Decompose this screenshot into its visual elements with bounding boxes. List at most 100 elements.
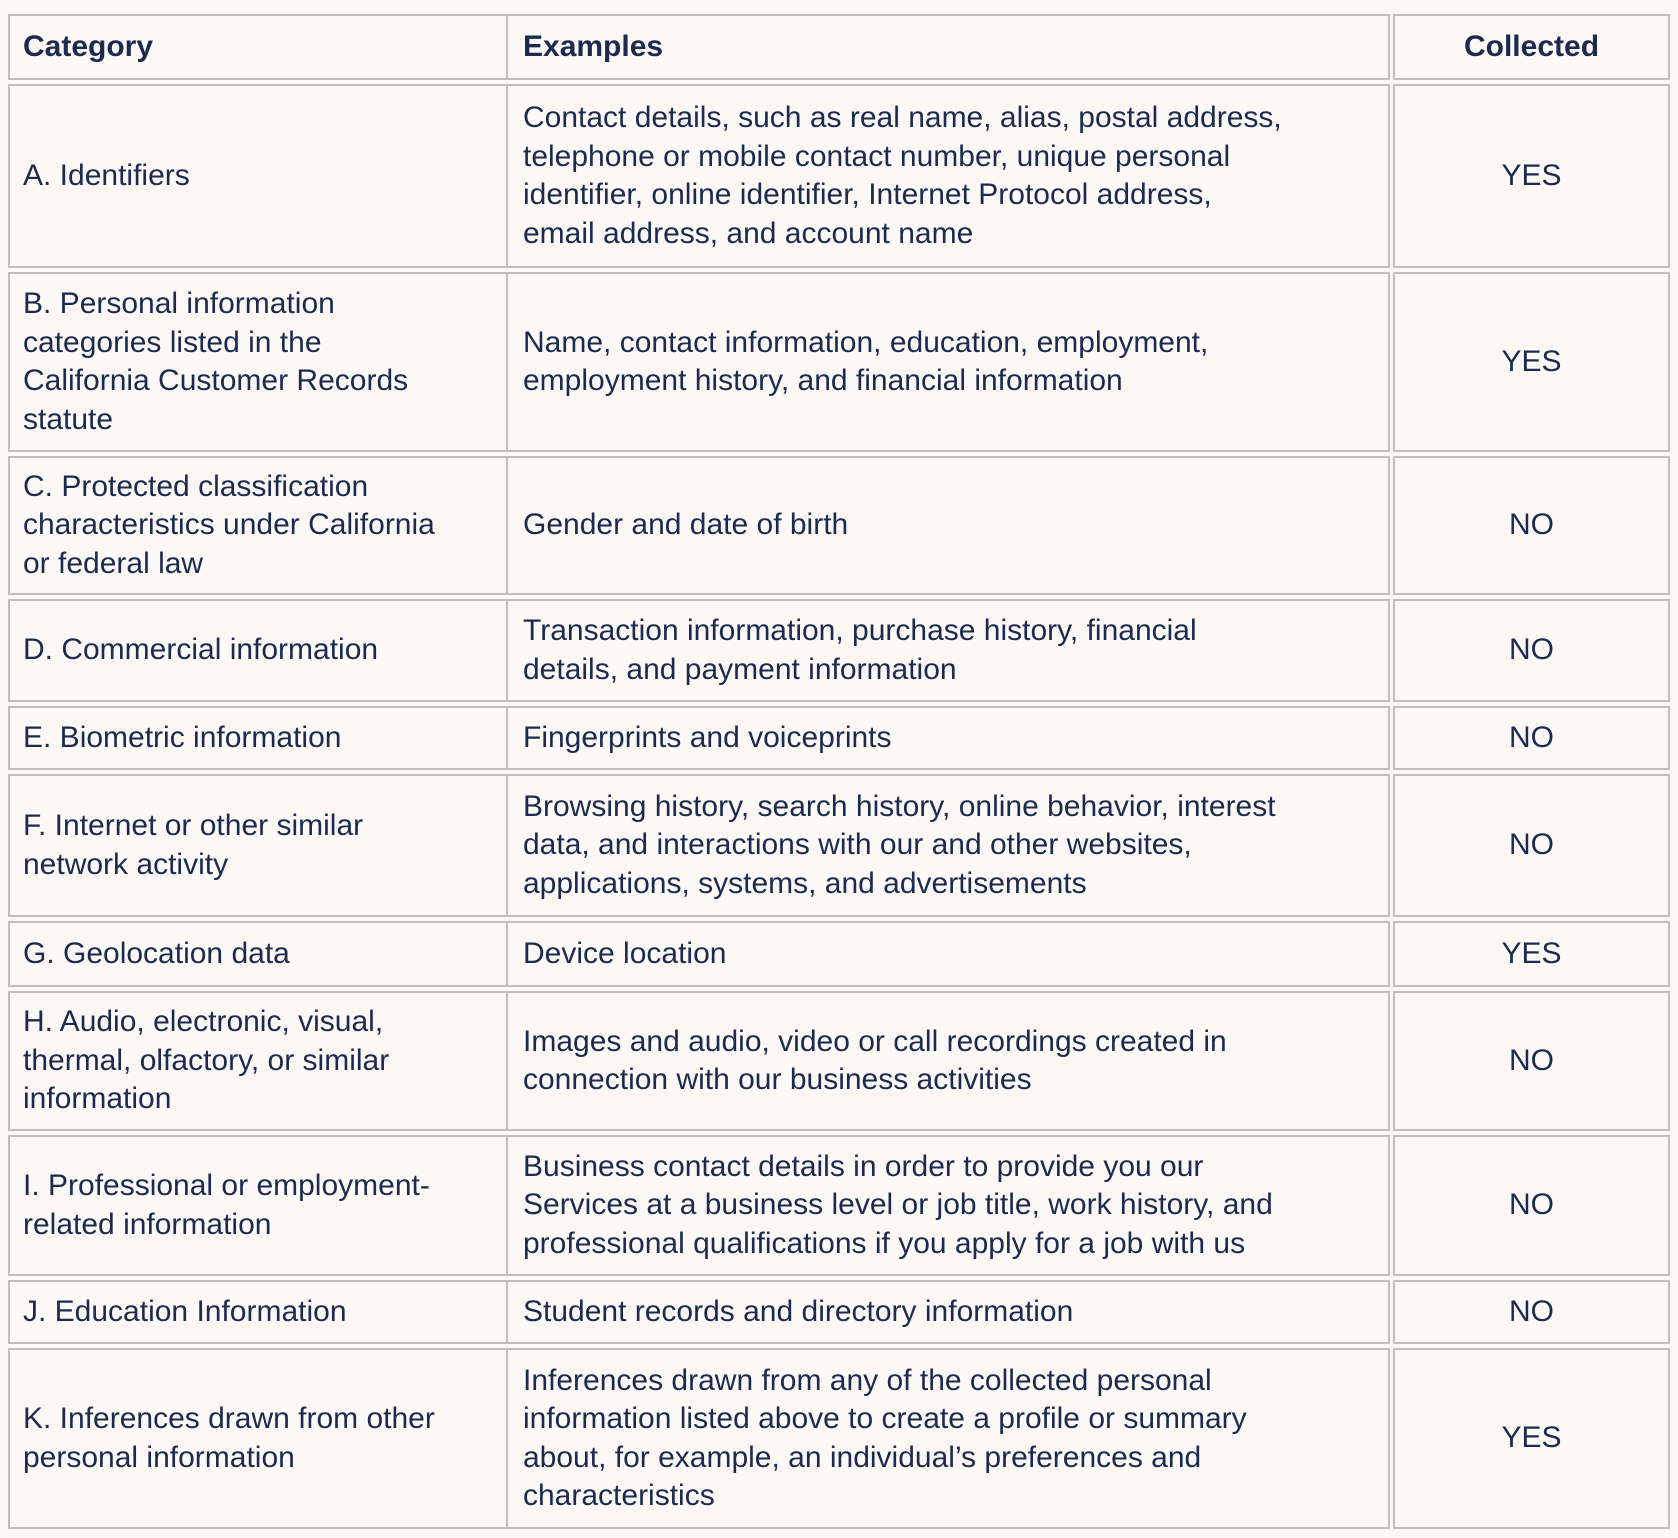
- table-row: G. Geolocation data Device location YES: [8, 921, 1670, 987]
- examples-cell: Business contact details in order to pro…: [506, 1135, 1390, 1276]
- personal-information-categories-table: Category Examples Collected A. Identifie…: [8, 14, 1670, 1533]
- table-header-row: Category Examples Collected: [8, 14, 1670, 80]
- category-text: network activity: [23, 847, 229, 881]
- header-category-label: Category: [23, 29, 154, 63]
- examples-cell: Device location: [506, 921, 1390, 987]
- category-cell: I. Professional or employment- related i…: [8, 1135, 506, 1276]
- category-text: I. Professional or employment-: [23, 1169, 430, 1202]
- examples-text: information listed above to create a pro…: [523, 1402, 1247, 1435]
- collected-value: NO: [1509, 1043, 1554, 1077]
- examples-text: characteristics: [523, 1479, 715, 1512]
- examples-text: professional qualifications if you apply…: [523, 1226, 1246, 1260]
- examples-cell: Contact details, such as real name, alia…: [506, 84, 1390, 268]
- examples-text: data, and interactions with our and othe…: [523, 828, 1192, 862]
- category-text: categories listed in the: [23, 325, 322, 359]
- examples-text: email address, and account name: [523, 216, 974, 250]
- table-row: B. Personal information categories liste…: [8, 272, 1670, 452]
- category-cell: J. Education Information: [8, 1280, 506, 1344]
- category-cell: H. Audio, electronic, visual, thermal, o…: [8, 991, 506, 1131]
- examples-text: telephone or mobile contact number, uniq…: [523, 139, 1231, 173]
- header-category: Category: [8, 14, 506, 80]
- collected-value: YES: [1501, 344, 1562, 378]
- category-text: C. Protected classification: [23, 469, 369, 503]
- examples-cell: Fingerprints and voiceprints: [506, 706, 1390, 770]
- category-text: F. Internet or other similar: [23, 809, 364, 842]
- examples-cell: Inferences drawn from any of the collect…: [506, 1348, 1390, 1529]
- category-cell: D. Commercial information: [8, 599, 506, 702]
- collected-cell: NO: [1393, 774, 1670, 917]
- category-text: related information: [23, 1207, 272, 1241]
- category-text: characteristics under California: [23, 508, 435, 542]
- collected-cell: NO: [1393, 599, 1670, 702]
- category-text: statute: [23, 402, 114, 436]
- category-cell: F. Internet or other similar network act…: [8, 774, 506, 917]
- category-text: K. Inferences drawn from other: [23, 1402, 435, 1435]
- header-examples-label: Examples: [523, 29, 664, 63]
- examples-cell: Student records and directory informatio…: [506, 1280, 1390, 1344]
- category-text: California Customer Records: [23, 364, 409, 397]
- collected-value: YES: [1501, 936, 1562, 970]
- examples-text: Inferences drawn from any of the collect…: [523, 1363, 1212, 1397]
- category-text: thermal, olfactory, or similar: [23, 1043, 390, 1077]
- examples-cell: Name, contact information, education, em…: [506, 272, 1390, 452]
- table-row: J. Education Information Student records…: [8, 1280, 1670, 1344]
- category-cell: G. Geolocation data: [8, 921, 506, 987]
- collected-cell: NO: [1393, 1280, 1670, 1344]
- examples-cell: Transaction information, purchase histor…: [506, 599, 1390, 702]
- collected-value: NO: [1509, 720, 1554, 754]
- examples-text: Gender and date of birth: [523, 508, 849, 542]
- table-row: D. Commercial information Transaction in…: [8, 599, 1670, 702]
- category-text: D. Commercial information: [23, 633, 379, 667]
- category-text: H. Audio, electronic, visual,: [23, 1005, 384, 1039]
- collected-value: NO: [1509, 1294, 1554, 1328]
- examples-text: Contact details, such as real name, alia…: [523, 101, 1282, 134]
- collected-value: NO: [1509, 828, 1554, 862]
- examples-text: identifier, online identifier, Internet …: [523, 178, 1212, 211]
- category-cell: C. Protected classification characterist…: [8, 456, 506, 595]
- category-text: information: [23, 1082, 172, 1116]
- examples-text: Student records and directory informatio…: [523, 1294, 1074, 1328]
- examples-text: connection with our business activities: [523, 1063, 1032, 1096]
- table-row: A. Identifiers Contact details, such as …: [8, 84, 1670, 268]
- table-row: C. Protected classification characterist…: [8, 456, 1670, 595]
- category-text: or federal law: [23, 546, 204, 580]
- category-cell: B. Personal information categories liste…: [8, 272, 506, 452]
- examples-text: Images and audio, video or call recordin…: [523, 1024, 1227, 1058]
- collected-value: NO: [1509, 508, 1554, 542]
- table-row: I. Professional or employment- related i…: [8, 1135, 1670, 1276]
- collected-cell: NO: [1393, 1135, 1670, 1276]
- header-collected-label: Collected: [1463, 29, 1600, 63]
- examples-text: about, for example, an individual’s pref…: [523, 1440, 1202, 1474]
- collected-cell: YES: [1393, 272, 1670, 452]
- examples-text: Fingerprints and voiceprints: [523, 720, 892, 754]
- category-text: A. Identifiers: [23, 158, 190, 192]
- examples-text: applications, systems, and advertisement…: [523, 866, 1087, 900]
- examples-cell: Gender and date of birth: [506, 456, 1390, 595]
- collected-cell: NO: [1393, 706, 1670, 770]
- collected-cell: YES: [1393, 84, 1670, 268]
- examples-cell: Browsing history, search history, online…: [506, 774, 1390, 917]
- examples-cell: Images and audio, video or call recordin…: [506, 991, 1390, 1131]
- header-collected: Collected: [1393, 14, 1670, 80]
- table-row: F. Internet or other similar network act…: [8, 774, 1670, 917]
- header-examples: Examples: [506, 14, 1390, 80]
- table-row: E. Biometric information Fingerprints an…: [8, 706, 1670, 770]
- category-cell: E. Biometric information: [8, 706, 506, 770]
- category-cell: K. Inferences drawn from other personal …: [8, 1348, 506, 1529]
- category-text: E. Biometric information: [23, 720, 342, 754]
- collected-value: NO: [1509, 633, 1554, 667]
- collected-value: YES: [1501, 158, 1562, 192]
- category-cell: A. Identifiers: [8, 84, 506, 268]
- collected-value: NO: [1509, 1188, 1554, 1222]
- examples-text: Business contact details in order to pro…: [523, 1149, 1204, 1183]
- examples-text: Transaction information, purchase histor…: [523, 614, 1197, 647]
- examples-text: Device location: [523, 936, 727, 970]
- collected-cell: YES: [1393, 921, 1670, 987]
- category-text: J. Education Information: [23, 1294, 347, 1328]
- examples-text: Browsing history, search history, online…: [523, 789, 1276, 823]
- examples-text: employment history, and financial inform…: [523, 364, 1123, 397]
- category-text: B. Personal information: [23, 287, 335, 320]
- collected-cell: NO: [1393, 991, 1670, 1131]
- table-row: K. Inferences drawn from other personal …: [8, 1348, 1670, 1529]
- category-text: personal information: [23, 1440, 295, 1474]
